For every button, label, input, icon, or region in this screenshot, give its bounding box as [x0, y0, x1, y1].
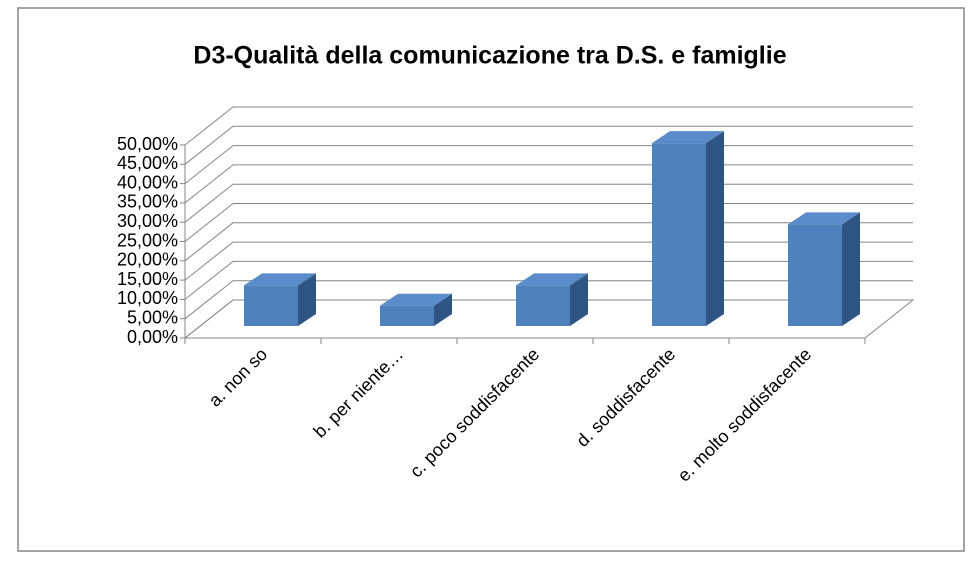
- y-tick-label: 5,00%: [127, 307, 178, 327]
- y-tick-label: 0,00%: [127, 327, 178, 347]
- bar-top: [244, 273, 316, 286]
- bar-top: [788, 212, 860, 225]
- bar-top: [652, 131, 724, 144]
- y-tick-label: 20,00%: [117, 250, 178, 270]
- bar-top: [380, 293, 452, 306]
- y-tick-label: 35,00%: [117, 192, 178, 212]
- chart-title: D3-Qualità della comunicazione tra D.S. …: [193, 42, 786, 70]
- bar-side: [570, 273, 588, 326]
- y-tick-label: 40,00%: [117, 172, 178, 192]
- bar: [516, 285, 570, 326]
- bar: [652, 143, 706, 326]
- bar-side: [842, 212, 860, 326]
- grid-line: [184, 106, 913, 146]
- y-tick-label: 25,00%: [117, 230, 178, 250]
- y-tick-label: 10,00%: [117, 288, 178, 308]
- bar: [380, 305, 434, 326]
- bar-side: [706, 131, 724, 326]
- bar: [244, 285, 298, 326]
- bar-side: [434, 293, 452, 326]
- y-tick-label: 50,00%: [117, 134, 178, 154]
- grid-line: [184, 125, 913, 165]
- y-tick-label: 15,00%: [117, 269, 178, 289]
- y-tick-label: 30,00%: [117, 211, 178, 231]
- bar-side: [298, 273, 316, 326]
- y-tick-label: 45,00%: [117, 153, 178, 173]
- bar-top: [516, 273, 588, 286]
- bar: [788, 224, 842, 326]
